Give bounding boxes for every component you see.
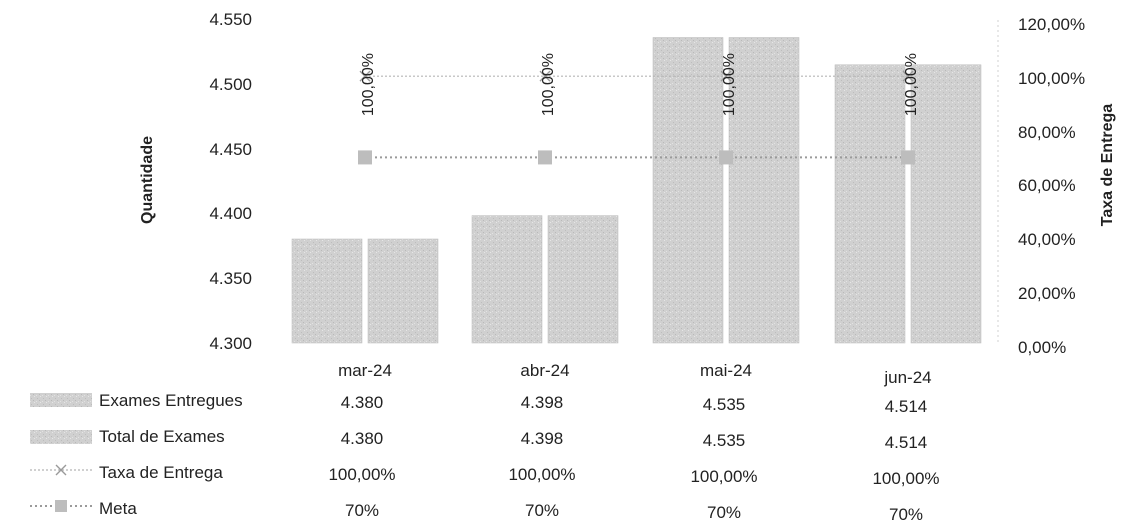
table-cell: 70%: [345, 501, 379, 520]
data-label-taxa-de-entrega: 100,00%: [721, 53, 738, 116]
y-tick-label: 4.350: [209, 269, 252, 288]
data-label-taxa-de-entrega: 100,00%: [540, 53, 557, 116]
y2-tick-label: 120,00%: [1018, 15, 1085, 34]
category-label: jun-24: [883, 368, 931, 387]
marker-meta: [538, 150, 552, 165]
table-cell: 4.535: [703, 395, 746, 414]
table-cell: 4.514: [885, 397, 928, 416]
legend-key-total-de-exames: [30, 430, 92, 444]
marker-taxa-de-entrega: [720, 70, 732, 82]
marker-meta: [358, 150, 372, 165]
table-cell: 4.398: [521, 393, 564, 412]
bar-exames-entregues: [834, 64, 906, 344]
table-row-label: Exames Entregues: [99, 391, 243, 410]
table-cell: 70%: [525, 501, 559, 520]
table-cell: 100,00%: [690, 467, 757, 486]
bar-total-de-exames: [910, 64, 982, 344]
table-cell: 4.514: [885, 433, 928, 452]
y-tick-label: 4.400: [209, 204, 252, 223]
legend-key-exames-entregues: [30, 393, 92, 407]
table-cell: 100,00%: [872, 469, 939, 488]
y2-tick-label: 80,00%: [1018, 123, 1076, 142]
legend-key-meta: [30, 500, 92, 512]
bar-total-de-exames: [547, 215, 619, 344]
y2-tick-label: 60,00%: [1018, 176, 1076, 195]
data-label-taxa-de-entrega: 100,00%: [360, 53, 377, 116]
table-cell: 4.535: [703, 431, 746, 450]
table-cell: 4.380: [341, 393, 384, 412]
category-label: abr-24: [520, 361, 569, 380]
marker-meta: [719, 150, 733, 165]
data-label-taxa-de-entrega: 100,00%: [903, 53, 920, 116]
bar-total-de-exames: [728, 37, 800, 344]
y-tick-label: 4.300: [209, 334, 252, 353]
table-row-label: Taxa de Entrega: [99, 463, 223, 482]
marker-taxa-de-entrega: [359, 70, 371, 82]
bar-exames-entregues: [291, 238, 363, 344]
table-cell: 70%: [707, 503, 741, 522]
bar-exames-entregues: [652, 37, 724, 344]
legend-key-taxa-de-entrega: [30, 464, 92, 476]
table-row-label: Meta: [99, 499, 137, 518]
table-cell: 70%: [889, 505, 923, 524]
table-cell: 4.398: [521, 429, 564, 448]
y-tick-label: 4.550: [209, 10, 252, 29]
category-label: mar-24: [338, 361, 392, 380]
marker-taxa-de-entrega: [539, 70, 551, 82]
table-cell: 100,00%: [508, 465, 575, 484]
y2-tick-label: 100,00%: [1018, 69, 1085, 88]
table-cell: 4.380: [341, 429, 384, 448]
y2-tick-label: 20,00%: [1018, 284, 1076, 303]
y2-axis-title: Taxa de Entrega: [1099, 104, 1116, 227]
y-tick-label: 4.500: [209, 75, 252, 94]
marker-meta: [901, 150, 915, 165]
table-row-label: Total de Exames: [99, 427, 225, 446]
y-axis-title: Quantidade: [139, 136, 156, 224]
table-cell: 100,00%: [328, 465, 395, 484]
y-tick-label: 4.450: [209, 140, 252, 159]
bar-total-de-exames: [367, 238, 439, 344]
marker-taxa-de-entrega: [902, 70, 914, 82]
y2-tick-label: 40,00%: [1018, 230, 1076, 249]
y2-tick-label: 0,00%: [1018, 338, 1066, 357]
category-label: mai-24: [700, 361, 752, 380]
bar-exames-entregues: [471, 215, 543, 344]
